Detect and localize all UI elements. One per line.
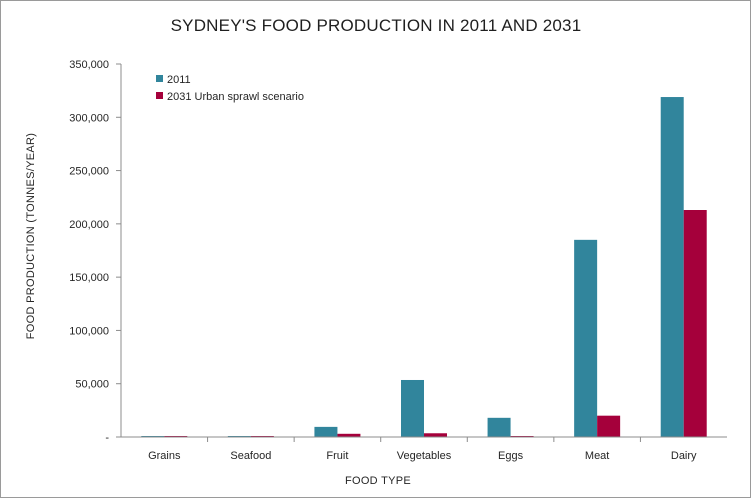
- axes: [120, 64, 727, 438]
- x-tick-label: Vegetables: [397, 450, 452, 462]
- y-tick-label: 50,000: [75, 379, 109, 391]
- bar-2011-meat: [574, 239, 598, 437]
- bar-2031-dairy: [683, 210, 707, 437]
- legend: 2011 2031 Urban sprawl scenario: [156, 74, 304, 103]
- bar-2031-meat: [597, 415, 621, 437]
- legend-swatch: [156, 92, 163, 99]
- y-tick-label: 150,000: [69, 272, 109, 284]
- y-axis-ticks: - 50,000 100,000 150,000 200,000 250,000 300,0…: [69, 59, 121, 444]
- bar-2011-fruit: [314, 426, 338, 437]
- legend-label: 2011: [167, 74, 191, 86]
- x-tick-label: Grains: [148, 450, 181, 462]
- y-tick-label: 100,000: [69, 325, 109, 337]
- legend-label: 2031 Urban sprawl scenario: [167, 91, 304, 103]
- y-tick-label: 300,000: [69, 112, 109, 124]
- x-tick-label: Fruit: [326, 450, 348, 462]
- chart-title: SYDNEY'S FOOD PRODUCTION IN 2011 AND 203…: [171, 16, 582, 35]
- bar-series: [141, 97, 707, 437]
- y-tick-label: -: [105, 432, 109, 444]
- bar-2011-vegetables: [401, 379, 424, 437]
- bar-2011-eggs: [487, 417, 511, 437]
- bar-2031-vegetables: [424, 433, 447, 437]
- bar-2011-dairy: [660, 97, 684, 437]
- x-tick-label: Eggs: [498, 450, 524, 462]
- x-tick-label: Dairy: [671, 450, 697, 462]
- legend-swatch: [156, 75, 163, 82]
- x-axis-label: FOOD TYPE: [345, 475, 411, 487]
- y-axis-label: FOOD PRODUCTION (TONNES/YEAR): [25, 133, 37, 340]
- x-tick-label: Seafood: [230, 450, 271, 462]
- x-axis-ticks: Grains Seafood Fruit Vegetables Eggs Meat Dair…: [148, 437, 697, 462]
- y-tick-label: 250,000: [69, 166, 109, 178]
- y-tick-label: 350,000: [69, 59, 109, 71]
- y-tick-label: 200,000: [69, 219, 109, 231]
- x-tick-label: Meat: [585, 450, 609, 462]
- bar-2031-fruit: [337, 433, 361, 437]
